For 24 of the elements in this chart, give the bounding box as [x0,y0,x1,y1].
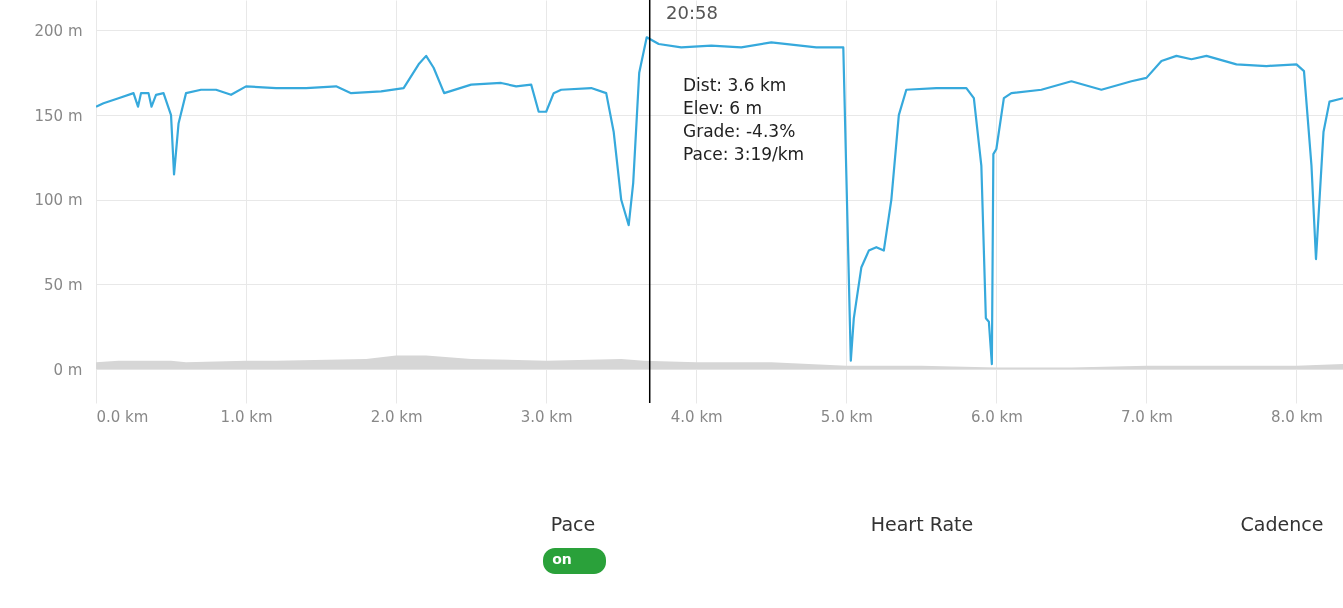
text: Cadence [1240,513,1324,535]
text: on [552,551,572,567]
y-tick-label: 100 m [34,191,83,210]
x-tick-label: 2.0 km [370,407,423,426]
x-tick-label: 1.0 km [220,407,273,426]
x-tick-label: 5.0 km [820,407,873,426]
annotation: Dist: 3.6 km [683,75,787,95]
x-tick-label: 0.0 km [96,407,149,426]
line-series [96,36,1343,366]
x-tick-label: 7.0 km [1120,407,1173,426]
y-tick-label: 50 m [44,275,83,294]
annotation: Grade: -4.3% [683,121,796,141]
x-tick-label: 3.0 km [520,407,573,426]
annotation: 20:58 [666,2,718,23]
annotation: Elev: 6 m [683,98,762,118]
y-tick-label: 150 m [34,106,83,125]
text: Heart Rate [870,513,974,535]
x-tick-label: 4.0 km [670,407,723,426]
y-tick-label: 200 m [34,21,83,40]
annotation: Pace: 3:19/km [683,144,805,164]
y-tick-label: 0 m [53,360,83,379]
x-tick-label: 6.0 km [970,407,1023,426]
text: Pace [550,513,596,535]
x-tick-label: 8.0 km [1271,407,1323,426]
